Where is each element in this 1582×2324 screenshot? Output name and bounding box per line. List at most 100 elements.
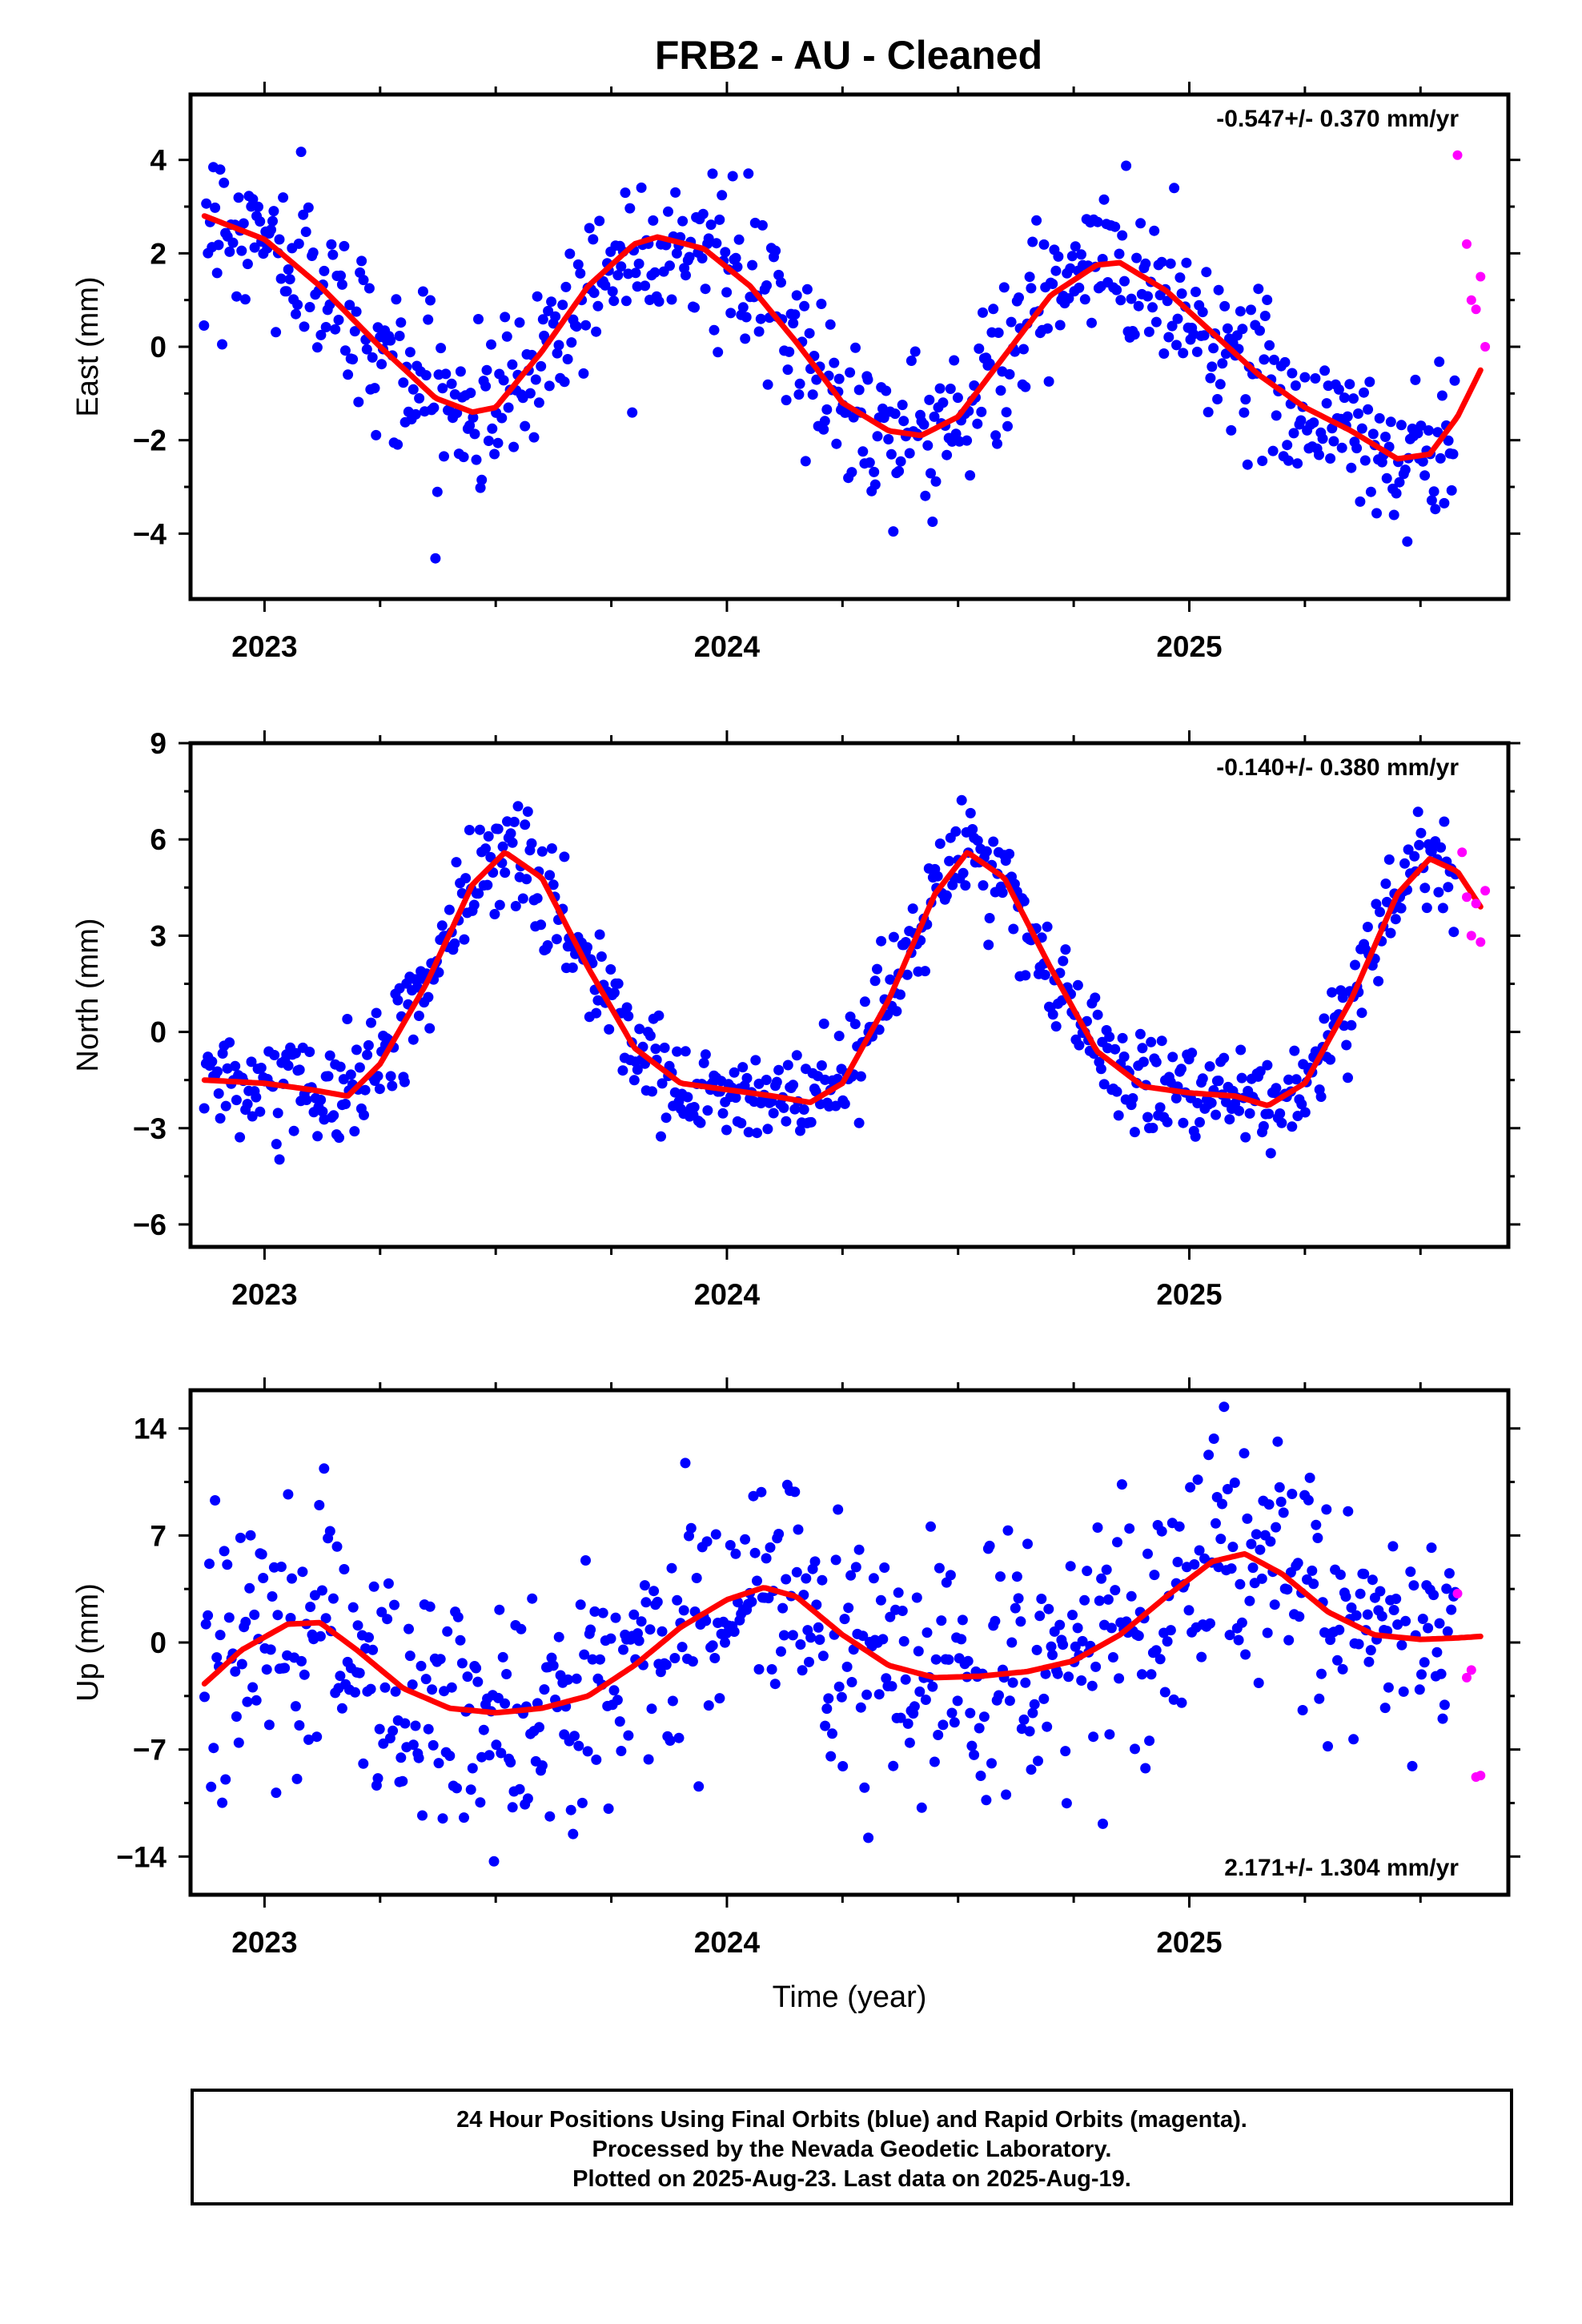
final-point [1058,1639,1069,1651]
final-point [952,1695,963,1707]
final-point [616,261,627,272]
final-point [1205,1618,1215,1629]
final-point [376,359,387,370]
final-point [846,467,857,478]
final-point [1166,320,1178,332]
final-point [1215,379,1226,390]
final-point [423,991,434,1003]
final-point [394,331,405,341]
final-point [701,1536,713,1547]
final-point [944,855,955,866]
final-point [608,987,620,999]
final-point [623,1730,634,1741]
final-point [1443,882,1454,893]
final-point [1206,1097,1217,1108]
final-point [245,1530,256,1541]
y-tick-label: 0 [150,1626,167,1659]
final-point [1146,1036,1157,1047]
final-point [560,281,572,292]
final-point [410,408,421,420]
final-point [814,1634,825,1645]
final-point [1229,1478,1240,1488]
final-point [689,1102,700,1112]
final-point [628,1609,640,1620]
final-point [247,194,259,205]
final-point [1165,258,1176,269]
final-point [913,1646,924,1657]
final-point [730,252,741,263]
final-point [1027,236,1038,247]
final-point [542,940,553,951]
final-point [334,1132,344,1144]
final-point [335,1671,346,1682]
final-point [1183,1605,1195,1616]
final-point [512,801,524,812]
final-point [839,1098,850,1109]
final-point [1258,1120,1269,1132]
final-point [897,1606,908,1616]
final-point [546,1652,557,1663]
final-point [508,816,520,827]
final-point [315,1630,326,1642]
final-point [990,1615,1001,1626]
final-point [640,1597,652,1608]
final-point [857,1630,869,1642]
final-point [753,1664,765,1675]
final-point [347,1602,359,1613]
final-point [508,441,520,452]
final-point [818,1018,829,1029]
final-point [911,1592,922,1603]
final-point [255,216,266,227]
final-point [945,1570,956,1581]
final-point [387,1725,399,1736]
final-point [351,306,362,317]
final-point [1150,1056,1162,1068]
final-point [853,1117,865,1128]
final-point [390,1686,401,1697]
final-point [242,1696,253,1707]
final-point [301,1095,312,1105]
final-point [1178,348,1189,359]
final-point [1402,536,1413,547]
final-point [439,451,449,462]
final-point [589,1606,600,1617]
final-point [379,1682,391,1693]
final-point [1018,1714,1030,1725]
final-point [1311,1519,1322,1530]
final-point [369,383,380,394]
final-point [1362,922,1373,932]
final-point [552,348,563,359]
final-point [1169,183,1180,194]
final-point [1391,488,1402,499]
final-point [501,1669,512,1679]
final-point [1443,435,1454,446]
final-point [1355,496,1366,507]
final-point [1289,1045,1300,1056]
final-point [520,819,531,830]
final-point [621,1002,632,1013]
y-tick-label: 0 [150,1016,167,1049]
final-point [1207,361,1218,372]
final-point [695,1117,706,1128]
final-point [492,823,504,834]
final-point [804,1656,814,1667]
final-point [474,824,485,835]
final-point [670,187,681,198]
final-point [1154,1654,1166,1665]
final-point [1262,1059,1273,1071]
final-point [423,314,434,325]
up-final-points [199,1401,1461,1867]
final-point [805,1632,817,1643]
final-point [932,870,943,882]
final-point [795,1639,806,1650]
final-point [1434,356,1445,368]
final-point [336,1703,347,1714]
final-point [1371,508,1382,519]
final-point [981,1795,992,1806]
final-point [1296,1099,1307,1110]
final-point [1432,427,1443,438]
final-point [965,470,976,481]
final-point [1355,1588,1366,1599]
final-point [753,326,765,337]
final-point [297,1566,308,1578]
